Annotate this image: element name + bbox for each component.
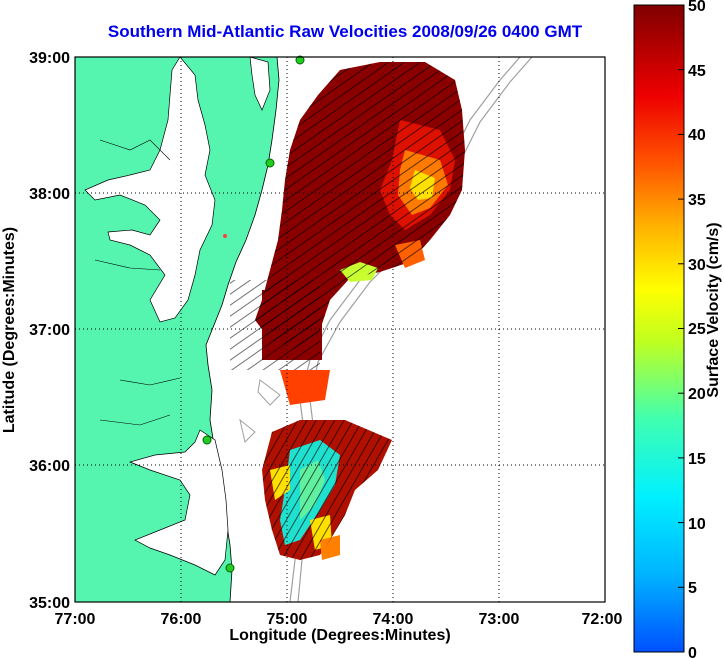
x-tick: 76:00 bbox=[161, 611, 202, 628]
colorbar-tick: 20 bbox=[688, 386, 706, 403]
station-north bbox=[295, 55, 305, 65]
y-tick: 36:00 bbox=[29, 458, 70, 475]
colorbar-tick: 25 bbox=[688, 321, 706, 338]
colorbar-label: Surface Velocity (cm/s) bbox=[705, 222, 722, 397]
colorbar-tick: 45 bbox=[688, 63, 706, 80]
x-tick: 75:00 bbox=[267, 611, 308, 628]
colorbar-tick: 0 bbox=[688, 645, 697, 659]
plot-frame bbox=[74, 56, 606, 603]
station-chesapeake-mouth bbox=[202, 435, 212, 445]
colorbar-gradient bbox=[633, 4, 685, 653]
pamlico-sound bbox=[128, 429, 229, 576]
x-tick: 73:00 bbox=[479, 611, 520, 628]
grid bbox=[75, 57, 605, 602]
x-axis-label: Longitude (Degrees:Minutes) bbox=[229, 627, 450, 644]
x-axis: 77:00 76:00 75:00 74:00 73:00 72:00 Long… bbox=[55, 611, 623, 644]
x-tick: 74:00 bbox=[373, 611, 414, 628]
colorbar-tick: 5 bbox=[688, 580, 697, 597]
colorbar-tick: 40 bbox=[688, 127, 706, 144]
y-tick: 35:00 bbox=[29, 595, 70, 612]
colorbar-tick: 35 bbox=[688, 192, 706, 209]
x-tick: 72:00 bbox=[582, 611, 623, 628]
colorbar-tick: 10 bbox=[688, 516, 706, 533]
colorbar-tick: 30 bbox=[688, 257, 706, 274]
y-axis: 39:00 38:00 37:00 36:00 35:00 Latitude (… bbox=[1, 50, 70, 612]
map-title: Southern Mid-Atlantic Raw Velocities 200… bbox=[107, 22, 583, 41]
y-tick: 38:00 bbox=[29, 186, 70, 203]
station-delmarva bbox=[265, 158, 275, 168]
y-tick: 37:00 bbox=[29, 322, 70, 339]
y-tick: 39:00 bbox=[29, 50, 70, 67]
x-tick: 77:00 bbox=[55, 611, 96, 628]
station-hatteras bbox=[225, 563, 235, 573]
colorbar-tick: 50 bbox=[688, 0, 706, 15]
colorbar-tick: 15 bbox=[688, 451, 706, 468]
colorbar: 50 45 40 35 30 25 20 15 10 5 0 Surface V… bbox=[633, 0, 722, 659]
chesapeake-bay bbox=[84, 57, 216, 323]
station-marker-red bbox=[223, 234, 227, 238]
y-axis-label: Latitude (Degrees:Minutes) bbox=[1, 227, 18, 433]
